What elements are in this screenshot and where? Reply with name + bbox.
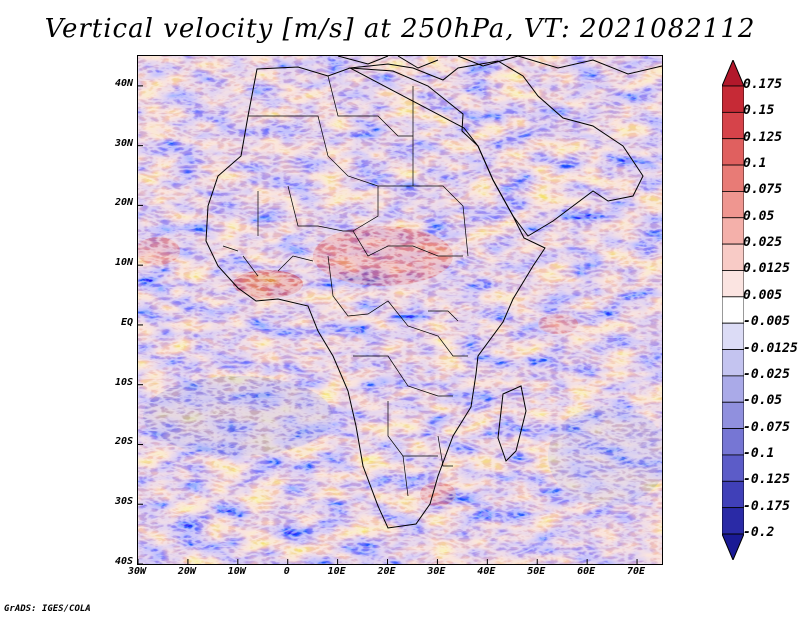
chart-title: Vertical velocity [m/s] at 250hPa, VT: 2… — [44, 14, 756, 44]
coastlines — [205, 56, 662, 529]
colorbar-tick-label: 0.0125 — [743, 261, 790, 277]
lon-tick-label: 40E — [477, 566, 496, 577]
europe-coastline — [337, 56, 662, 75]
colorbar-segment — [722, 243, 744, 271]
colorbar-segment — [722, 270, 744, 298]
country-borders — [222, 75, 469, 497]
colorbar-segment — [722, 349, 744, 377]
colorbar-tick-label: -0.0125 — [743, 340, 798, 356]
lon-tick-label: 70E — [627, 566, 646, 577]
colorbar-tick-label: -0.05 — [743, 393, 783, 409]
lon-tick-label: 10E — [327, 566, 346, 577]
colorbar-tick-label: 0.075 — [743, 182, 783, 198]
colorbar-tick-label: -0.1 — [743, 445, 775, 461]
map-panel — [137, 55, 663, 565]
lat-tick-label: 10N — [114, 257, 133, 269]
colorbar-segment — [722, 428, 744, 456]
colorbar-tick-label: 0.05 — [743, 208, 775, 224]
lat-tick-label: 30N — [114, 137, 133, 149]
colorbar-segment — [722, 217, 744, 245]
lon-tick-label: 30W — [127, 566, 147, 577]
arabia-coastline — [348, 60, 644, 237]
graticule — [138, 85, 638, 564]
colorbar-segment — [722, 85, 744, 113]
colorbar-tick-label: 0.025 — [743, 235, 783, 251]
lon-tick-label: 50E — [527, 566, 546, 577]
colorbar-top-arrow — [722, 60, 744, 87]
lat-tick-label: 20N — [114, 197, 133, 209]
colorbar-segment — [722, 296, 744, 324]
colorbar-segment — [722, 401, 744, 429]
madagascar-coastline — [497, 385, 527, 462]
colorbar-segment — [722, 138, 744, 166]
colorbar-segment — [722, 454, 744, 482]
lat-tick-label: 10S — [114, 376, 133, 388]
lon-tick-label: 20E — [377, 566, 396, 577]
lon-tick-label: 30E — [427, 566, 446, 577]
colorbar — [722, 60, 744, 560]
lat-tick-label: 40S — [114, 556, 133, 567]
colorbar-tick-label: -0.125 — [743, 472, 790, 488]
lat-tick-label: 30S — [114, 496, 133, 508]
colorbar-tick-label: -0.025 — [743, 366, 790, 382]
colorbar-tick-label: 0.125 — [743, 129, 783, 145]
lon-tick-label: 60E — [577, 566, 596, 577]
lon-tick-label: 20W — [177, 566, 196, 577]
colorbar-tick-label: -0.175 — [743, 498, 790, 514]
colorbar-tick-label: -0.2 — [743, 525, 775, 540]
lat-tick-label: 20S — [114, 436, 133, 448]
colorbar-segment — [722, 480, 744, 509]
colorbar-segment — [722, 322, 744, 350]
colorbar-segment — [722, 375, 744, 403]
colorbar-segment — [722, 164, 744, 192]
lon-tick-label: 0 — [283, 566, 290, 577]
lon-tick-label: 10W — [227, 566, 246, 577]
colorbar-tick-label: -0.005 — [743, 314, 790, 330]
colorbar-tick-label: 0.005 — [743, 287, 783, 303]
field-streaks — [138, 56, 662, 564]
colorbar-segment — [722, 191, 744, 219]
velocity-field-map — [138, 56, 662, 564]
lat-tick-label: 40N — [114, 77, 133, 89]
colorbar-tick-label: 0.175 — [743, 77, 783, 92]
credit-text: GrADS: IGES/COLA — [4, 604, 91, 614]
colorbar-tick-label: 0.1 — [743, 156, 767, 172]
colorbar-bottom-arrow — [722, 533, 744, 560]
colorbar-tick-label: -0.075 — [743, 419, 790, 435]
colorbar-segment — [722, 111, 744, 140]
colorbar-tick-label: 0.15 — [743, 103, 775, 119]
colorbar-segment — [722, 507, 744, 535]
lat-tick-label: EQ — [120, 316, 133, 328]
